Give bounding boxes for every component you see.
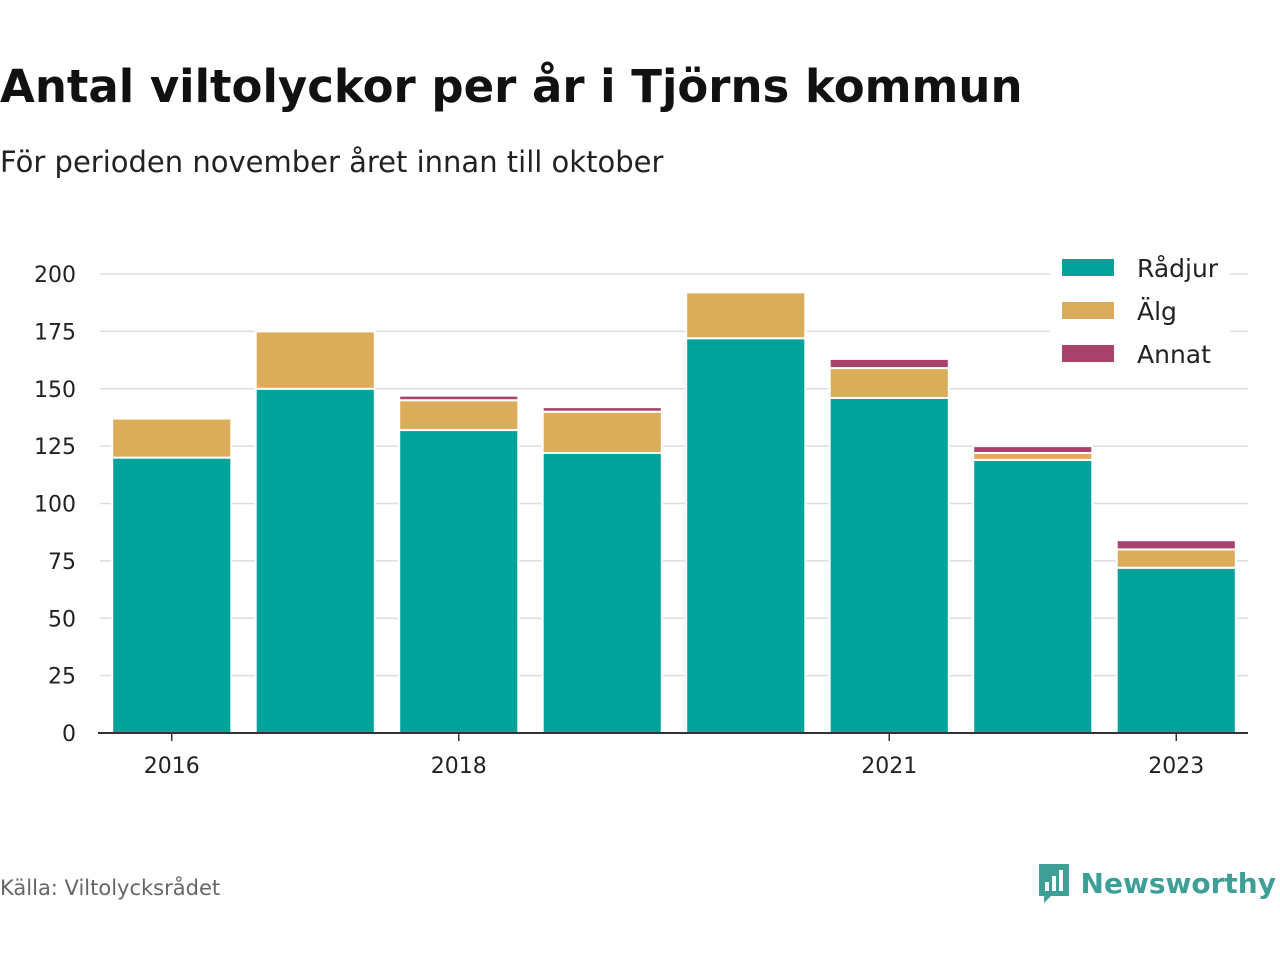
bar-segment (972, 458, 1094, 735)
x-tick-label: 2018 (431, 754, 487, 779)
bar-segment (828, 367, 950, 399)
legend-label: Rådjur (1137, 254, 1219, 283)
bar-segment (828, 396, 950, 734)
source-note: Källa: Viltolycksrådet (0, 876, 221, 900)
chart-subtitle: För perioden november året innan till ok… (0, 145, 664, 179)
bar-segment (398, 429, 520, 734)
legend-swatch (1062, 302, 1114, 319)
chart-title: Antal viltolyckor per år i Tjörns kommun (0, 60, 1023, 113)
bar-segment (398, 399, 520, 432)
newsworthy-logo-icon (1038, 864, 1069, 903)
bar-segment (685, 337, 807, 734)
legend-swatch (1062, 259, 1114, 276)
y-tick-label: 50 (48, 607, 76, 632)
bar-segment (1115, 566, 1237, 735)
bar-segment (254, 330, 376, 390)
bar-segment (111, 417, 233, 459)
brand-name: Newsworthy (1080, 866, 1276, 900)
brand-logo: Newsworthy (1037, 862, 1276, 904)
y-tick-label: 200 (34, 263, 76, 288)
y-tick-label: 75 (48, 550, 76, 575)
bar-segment (1115, 539, 1237, 551)
bar-segment (541, 406, 663, 413)
x-tick-label: 2021 (861, 754, 917, 779)
stacked-bar-chart: 0 25 50 75 100 125 150 175 200 2016 2018 2021 2023 Rå… (34, 244, 1248, 779)
bar-segment (972, 452, 1094, 461)
y-tick-label: 175 (34, 320, 76, 345)
x-tick-label: 2016 (144, 754, 200, 779)
bar-segment (828, 357, 950, 370)
bar-segment (1115, 548, 1237, 569)
legend-swatch (1062, 345, 1114, 362)
y-tick-label: 25 (48, 665, 76, 690)
bar-segment (685, 291, 807, 340)
x-tick-label: 2023 (1148, 754, 1204, 779)
y-tick-label: 150 (34, 378, 76, 403)
bar-segment (541, 410, 663, 455)
legend-label: Annat (1137, 340, 1211, 369)
bar-segment (254, 387, 376, 734)
bar-segment (972, 445, 1094, 455)
bar-segment (541, 452, 663, 734)
y-tick-label: 100 (34, 493, 76, 518)
bar-segment (398, 394, 520, 402)
y-tick-label: 125 (34, 435, 76, 460)
y-tick-label: 0 (62, 722, 76, 747)
bar-segment (111, 456, 233, 734)
legend-label: Älg (1137, 297, 1177, 326)
